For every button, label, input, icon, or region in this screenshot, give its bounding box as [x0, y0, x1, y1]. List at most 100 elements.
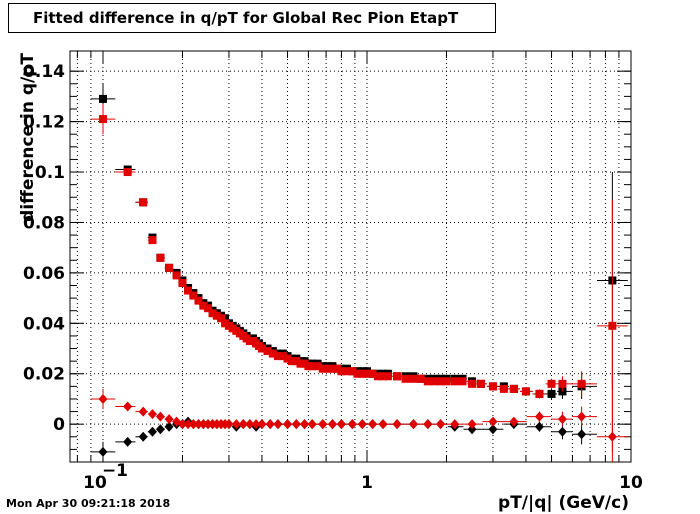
data-point [164, 421, 174, 432]
series-2 [90, 103, 628, 452]
data-point [378, 419, 388, 430]
data-point [318, 419, 328, 430]
data-point [300, 419, 310, 430]
y-tick-label: 0.12 [23, 113, 65, 133]
data-point [468, 379, 477, 388]
data-series [90, 83, 628, 462]
chart-title: Fitted difference in q/pT for Global Rec… [8, 3, 496, 33]
data-point [184, 286, 193, 295]
data-point [557, 414, 567, 425]
data-point [155, 424, 165, 435]
data-point [357, 419, 367, 430]
data-point [183, 419, 193, 430]
x-tick-exponent: −1 [102, 461, 128, 481]
data-point [607, 431, 617, 442]
data-point [488, 382, 497, 391]
data-point [156, 253, 165, 262]
data-point [307, 419, 317, 430]
data-point [193, 419, 203, 430]
data-point [318, 364, 327, 373]
data-point [217, 314, 226, 323]
data-point [231, 419, 241, 430]
data-point [509, 384, 518, 393]
data-point [408, 419, 418, 430]
data-point [337, 367, 346, 376]
data-point [208, 309, 217, 318]
data-point [148, 236, 157, 245]
y-tick-label: 0.08 [23, 213, 65, 233]
data-point [98, 393, 108, 404]
data-point [401, 374, 410, 383]
series-1 [90, 83, 628, 399]
data-point [188, 419, 198, 430]
data-point [292, 357, 301, 366]
data-point [308, 362, 317, 371]
data-point [291, 419, 301, 430]
data-point [147, 426, 157, 437]
data-point [436, 377, 445, 386]
data-point [178, 278, 187, 287]
data-point [608, 321, 617, 330]
data-point [98, 446, 108, 457]
data-point [392, 419, 402, 430]
data-point [333, 364, 342, 373]
y-tick-label: 0.14 [23, 62, 65, 82]
plot-frame [69, 50, 632, 463]
y-tick-label: 0.02 [23, 365, 65, 385]
data-point [123, 436, 133, 447]
data-point [416, 374, 425, 383]
data-point [123, 401, 133, 412]
axis-ticks [70, 51, 632, 462]
data-point [323, 364, 332, 373]
data-point [189, 291, 198, 300]
data-point [450, 377, 459, 386]
data-point [409, 374, 418, 383]
data-point [577, 429, 587, 440]
data-point [358, 369, 367, 378]
y-tick-label: 0 [53, 415, 65, 435]
data-point [212, 311, 221, 320]
data-point [534, 421, 544, 432]
data-point [172, 271, 181, 280]
data-point [430, 377, 439, 386]
data-point [296, 359, 305, 368]
data-point [194, 296, 203, 305]
data-point [238, 419, 248, 430]
data-point [313, 362, 322, 371]
series-4 [90, 373, 628, 462]
data-point [273, 352, 282, 361]
data-point [383, 372, 392, 381]
data-point [450, 419, 460, 430]
data-point [488, 424, 498, 435]
data-point [423, 419, 433, 430]
data-point [155, 411, 165, 422]
data-point [283, 354, 292, 363]
data-point [245, 419, 255, 430]
data-point [251, 419, 261, 430]
data-point [347, 419, 357, 430]
data-point [577, 411, 587, 422]
data-point [476, 379, 485, 388]
data-point [268, 349, 277, 358]
data-point [535, 389, 544, 398]
data-point [265, 419, 275, 430]
data-point [273, 419, 283, 430]
data-point [138, 431, 148, 442]
data-point [521, 387, 530, 396]
data-point [379, 372, 388, 381]
data-point [368, 419, 378, 430]
data-point [138, 406, 148, 417]
data-point [328, 364, 337, 373]
data-point [198, 419, 208, 430]
y-tick-label: 0.1 [35, 163, 65, 183]
data-point [343, 367, 352, 376]
data-point [221, 314, 230, 323]
x-tick-label: 1 [361, 473, 373, 493]
data-point [257, 419, 267, 430]
data-point [509, 416, 519, 427]
data-point [263, 347, 272, 356]
data-point [368, 369, 377, 378]
data-point [288, 357, 297, 366]
data-point [98, 115, 107, 124]
data-point [393, 372, 402, 381]
